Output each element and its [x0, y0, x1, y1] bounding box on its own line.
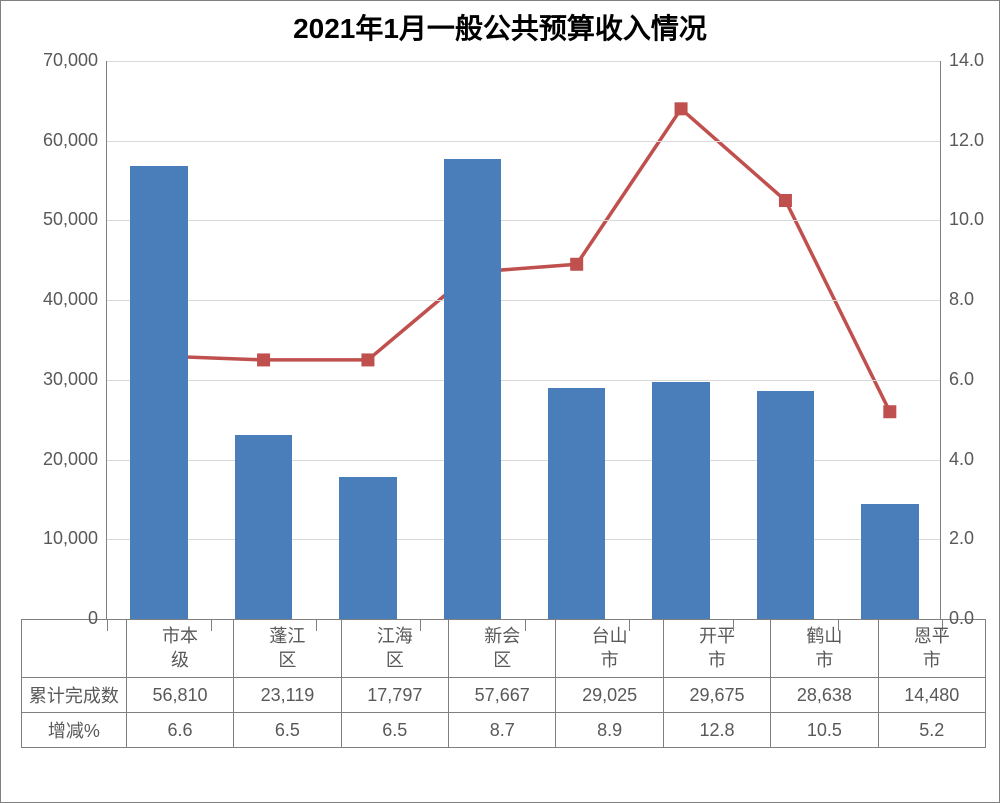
category-cell: 鹤山 市	[771, 620, 878, 678]
line-marker	[883, 405, 896, 418]
line-series	[107, 61, 942, 619]
y-right-tick-label: 8.0	[949, 289, 974, 310]
category-cell: 蓬江 区	[234, 620, 341, 678]
value-cell: 10.5	[771, 713, 878, 748]
category-cell: 台山 市	[556, 620, 663, 678]
plot-area	[106, 61, 941, 619]
gridline	[107, 539, 940, 540]
bar	[130, 166, 187, 619]
y-right-tick-label: 4.0	[949, 449, 974, 470]
bar	[861, 504, 918, 619]
line-marker	[361, 353, 374, 366]
value-cell: 14,480	[878, 678, 985, 713]
gridline	[107, 380, 940, 381]
y-left-tick-label: 10,000	[26, 528, 98, 549]
line-path	[159, 109, 890, 412]
y-right-tick-label: 6.0	[949, 369, 974, 390]
gridline	[107, 300, 940, 301]
y-left-tick-label: 30,000	[26, 369, 98, 390]
gridline	[107, 141, 940, 142]
table-row-cumulative: 累计完成数56,81023,11917,79757,66729,02529,67…	[22, 678, 986, 713]
y-left-tick-label: 0	[26, 608, 98, 629]
y-left-tick-label: 40,000	[26, 289, 98, 310]
row-label-cumulative: 累计完成数	[22, 678, 127, 713]
y-left-tick-label: 50,000	[26, 209, 98, 230]
value-cell: 23,119	[234, 678, 341, 713]
category-cell: 开平 市	[663, 620, 770, 678]
bar	[235, 435, 292, 619]
bar	[652, 382, 709, 619]
gridline	[107, 220, 940, 221]
value-cell: 5.2	[878, 713, 985, 748]
line-marker	[675, 102, 688, 115]
value-cell: 28,638	[771, 678, 878, 713]
y-left-tick-label: 70,000	[26, 50, 98, 71]
category-cell: 江海 区	[341, 620, 448, 678]
line-marker	[257, 353, 270, 366]
value-cell: 6.5	[234, 713, 341, 748]
line-marker	[779, 194, 792, 207]
value-cell: 17,797	[341, 678, 448, 713]
y-right-tick-label: 2.0	[949, 528, 974, 549]
data-table: 市本 级蓬江 区江海 区新会 区台山 市开平 市鹤山 市恩平 市累计完成数56,…	[21, 619, 986, 748]
gridline	[107, 61, 940, 62]
line-marker	[570, 258, 583, 271]
y-right-tick-label: 10.0	[949, 209, 984, 230]
value-cell: 6.6	[126, 713, 233, 748]
value-cell: 56,810	[126, 678, 233, 713]
table-row-categories: 市本 级蓬江 区江海 区新会 区台山 市开平 市鹤山 市恩平 市	[22, 620, 986, 678]
value-cell: 6.5	[341, 713, 448, 748]
category-cell: 新会 区	[449, 620, 556, 678]
y-right-tick-label: 14.0	[949, 50, 984, 71]
table-row-percent: 增减%6.66.56.58.78.912.810.55.2	[22, 713, 986, 748]
chart-title: 2021年1月一般公共预算收入情况	[1, 7, 999, 47]
gridline	[107, 460, 940, 461]
value-cell: 29,025	[556, 678, 663, 713]
y-left-tick-label: 60,000	[26, 130, 98, 151]
bar	[548, 388, 605, 619]
value-cell: 12.8	[663, 713, 770, 748]
bar	[444, 159, 501, 619]
value-cell: 57,667	[449, 678, 556, 713]
value-cell: 29,675	[663, 678, 770, 713]
value-cell: 8.7	[449, 713, 556, 748]
y-left-tick-label: 20,000	[26, 449, 98, 470]
category-cell: 市本 级	[126, 620, 233, 678]
bar	[339, 477, 396, 619]
row-label-percent: 增减%	[22, 713, 127, 748]
y-right-tick-label: 0.0	[949, 608, 974, 629]
y-right-tick-label: 12.0	[949, 130, 984, 151]
bar	[757, 391, 814, 619]
value-cell: 8.9	[556, 713, 663, 748]
chart-container: 2021年1月一般公共预算收入情况 市本 级蓬江 区江海 区新会 区台山 市开平…	[0, 0, 1000, 803]
